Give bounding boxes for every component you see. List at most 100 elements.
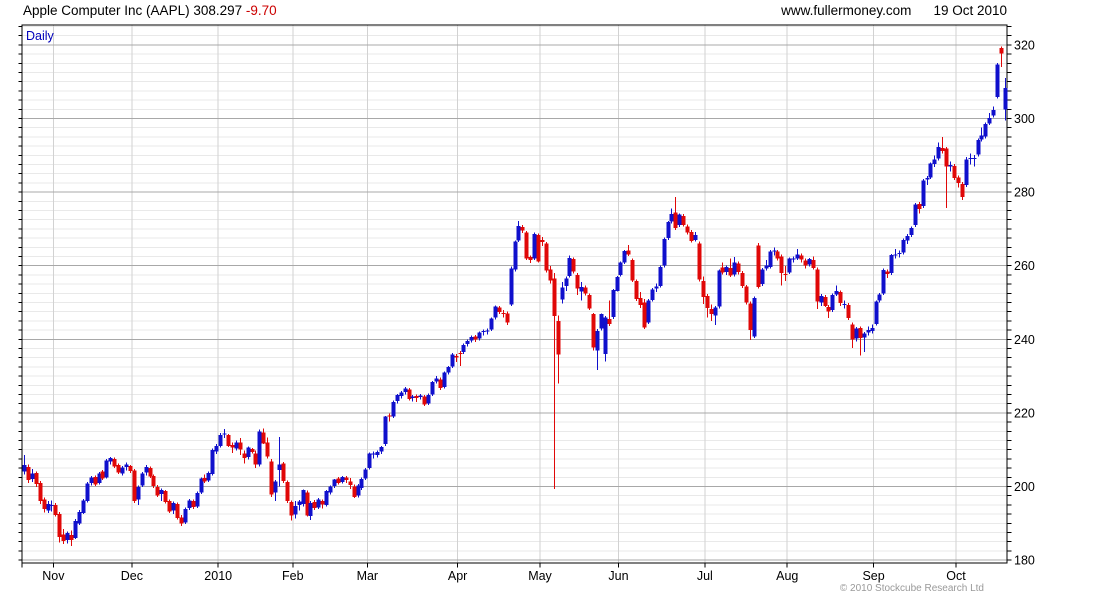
candle-down: [626, 250, 631, 255]
candle-down: [775, 251, 780, 259]
candle-down: [473, 336, 478, 340]
candle-up: [646, 300, 651, 323]
candle-down: [438, 379, 443, 389]
candle-down: [846, 305, 851, 318]
candle-down: [226, 434, 231, 446]
candle-up: [772, 250, 777, 252]
candle-up: [379, 447, 384, 452]
candle-down: [705, 295, 710, 308]
candle-up: [516, 225, 521, 241]
candle-up: [183, 508, 188, 523]
candle-up: [73, 521, 78, 538]
candle-up: [579, 287, 584, 292]
candle-up: [450, 354, 455, 367]
candle-down: [685, 226, 690, 233]
candle-down: [34, 473, 39, 484]
candle-up: [976, 140, 981, 155]
candle-up: [854, 328, 859, 339]
candle-down: [536, 235, 541, 262]
x-axis-label: Nov: [42, 569, 65, 583]
candle-down: [583, 287, 588, 294]
candle-down: [803, 260, 808, 266]
candle-down: [352, 486, 357, 498]
candle-up: [30, 473, 35, 480]
candle-down: [591, 314, 596, 348]
candle-down: [552, 278, 557, 317]
candle-up: [301, 490, 306, 505]
candle-down: [250, 448, 255, 452]
site-url: www.fullermoney.com: [781, 3, 912, 18]
candle-up: [564, 278, 569, 286]
y-axis-label: 220: [1014, 406, 1035, 420]
candle-up: [964, 159, 969, 186]
candle-up: [124, 464, 129, 467]
candle-down: [414, 395, 419, 398]
header-right: www.fullermoney.com 19 Oct 2010: [0, 3, 1007, 18]
candle-down: [575, 274, 580, 289]
candle-up: [819, 295, 824, 303]
candle-down: [497, 307, 502, 313]
x-axis-label: Dec: [121, 569, 143, 583]
candle-up: [395, 395, 400, 402]
candle-down: [520, 227, 525, 231]
candle-up: [650, 289, 655, 300]
candle-down: [53, 504, 58, 515]
candle-up: [430, 381, 435, 395]
x-axis-label: Aug: [776, 569, 798, 583]
candle-down: [100, 471, 105, 479]
candle-up: [195, 493, 200, 507]
x-axis-label: Jun: [608, 569, 628, 583]
candle-up: [469, 337, 474, 341]
candle-down: [681, 215, 686, 226]
candle-up: [391, 401, 396, 417]
candle-down: [544, 243, 549, 271]
candle-down: [348, 481, 353, 485]
x-axis-label: 2010: [204, 569, 232, 583]
axis-layer: 180 200 220 240 260 280 300 320 Nov Dec 2010 Feb Mar…: [18, 25, 1035, 583]
candle-up: [732, 262, 737, 275]
candle-up: [461, 344, 466, 353]
candle-down: [638, 298, 643, 306]
candle-down: [42, 499, 47, 509]
candle-down: [940, 147, 945, 151]
candle-down: [740, 273, 745, 286]
candle-down: [701, 280, 706, 297]
candle-up: [925, 178, 930, 180]
x-axis-label: Oct: [946, 569, 966, 583]
candle-up: [987, 118, 992, 124]
candle-down: [116, 465, 121, 473]
candle-down: [720, 267, 725, 273]
candle-up: [791, 258, 796, 260]
candle-down: [528, 257, 533, 260]
candle-down: [748, 303, 753, 331]
candle-up: [611, 289, 616, 318]
candle-down: [128, 466, 133, 472]
candle-up: [693, 235, 698, 240]
candle-down: [261, 432, 266, 444]
candle-up: [752, 298, 757, 337]
candle-up: [874, 301, 879, 324]
candle-up: [654, 286, 659, 289]
candle-down: [501, 312, 506, 314]
candle-up: [340, 476, 345, 483]
candle-up: [383, 416, 388, 445]
candle-down: [281, 463, 286, 481]
candle-up: [921, 180, 926, 207]
candle-up: [768, 251, 773, 267]
y-axis-label: 240: [1014, 333, 1035, 347]
candle-up: [328, 486, 333, 493]
x-axis-label: Mar: [357, 569, 379, 583]
candle-up: [477, 332, 482, 339]
candle-down: [454, 355, 459, 358]
candle-up: [120, 467, 125, 474]
candle-down: [238, 442, 243, 450]
candle-up: [995, 64, 1000, 97]
candle-up: [187, 500, 192, 509]
candle-down: [999, 48, 1004, 54]
candle-down: [823, 296, 828, 306]
candle-up: [983, 123, 988, 137]
candle-up: [862, 333, 867, 338]
candle-up: [277, 464, 282, 470]
candle-up: [257, 431, 262, 465]
